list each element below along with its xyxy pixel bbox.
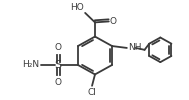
Text: O: O <box>55 78 62 87</box>
Text: S: S <box>55 60 62 70</box>
Text: Cl: Cl <box>88 88 96 97</box>
Text: H₂N: H₂N <box>22 60 40 70</box>
Text: HO: HO <box>70 3 84 12</box>
Text: O: O <box>55 43 62 52</box>
Text: O: O <box>110 17 117 26</box>
Text: NH: NH <box>128 43 141 52</box>
